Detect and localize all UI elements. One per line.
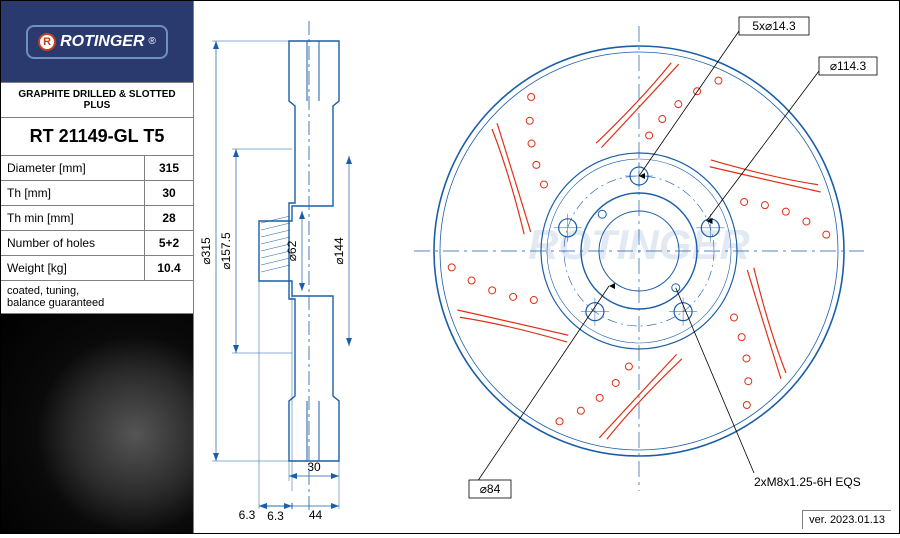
spec-row: Th min [mm]28 xyxy=(1,206,193,231)
spec-row: Number of holes5+2 xyxy=(1,231,193,256)
svg-text:⌀144: ⌀144 xyxy=(332,237,346,265)
spec-label: Weight [kg] xyxy=(1,256,145,280)
spec-row: Diameter [mm]315 xyxy=(1,156,193,181)
spec-label: Diameter [mm] xyxy=(1,156,145,180)
spec-row: Weight [kg]10.4 xyxy=(1,256,193,281)
svg-text:⌀157.5: ⌀157.5 xyxy=(219,232,233,270)
note: coated, tuning, balance guaranteed xyxy=(1,281,193,314)
svg-text:2xM8x1.25-6H EQS: 2xM8x1.25-6H EQS xyxy=(754,475,861,489)
svg-text:⌀84: ⌀84 xyxy=(480,482,501,496)
svg-text:⌀315: ⌀315 xyxy=(199,237,213,265)
brand-name: ROTINGER xyxy=(60,33,144,51)
spec-label: Th min [mm] xyxy=(1,206,145,230)
part-number: RT 21149-GL T5 xyxy=(1,118,193,156)
svg-text:6.3: 6.3 xyxy=(239,508,256,522)
svg-text:⌀114.3: ⌀114.3 xyxy=(830,59,867,73)
product-photo xyxy=(1,314,193,533)
technical-drawing: ⌀315⌀157.5⌀144⌀626.36.34430ROTINGER5x⌀14… xyxy=(194,1,899,533)
spec-value: 5+2 xyxy=(145,231,193,255)
spec-value: 315 xyxy=(145,156,193,180)
spec-label: Number of holes xyxy=(1,231,145,255)
svg-text:⌀62: ⌀62 xyxy=(285,240,299,261)
svg-text:44: 44 xyxy=(309,508,323,522)
logo-r-icon: R xyxy=(38,33,56,51)
svg-text:5x⌀14.3: 5x⌀14.3 xyxy=(752,19,796,33)
spec-panel: R ROTINGER ® GRAPHITE DRILLED & SLOTTED … xyxy=(1,1,194,533)
product-subtitle: GRAPHITE DRILLED & SLOTTED PLUS xyxy=(1,83,193,118)
registered-icon: ® xyxy=(149,36,156,47)
svg-text:6.3: 6.3 xyxy=(267,509,284,523)
spec-value: 10.4 xyxy=(145,256,193,280)
spec-label: Th [mm] xyxy=(1,181,145,205)
spec-row: Th [mm]30 xyxy=(1,181,193,206)
version: ver. 2023.01.13 xyxy=(802,510,891,529)
spec-value: 28 xyxy=(145,206,193,230)
svg-text:30: 30 xyxy=(307,460,321,474)
brand-logo: R ROTINGER ® xyxy=(1,1,193,83)
spec-value: 30 xyxy=(145,181,193,205)
